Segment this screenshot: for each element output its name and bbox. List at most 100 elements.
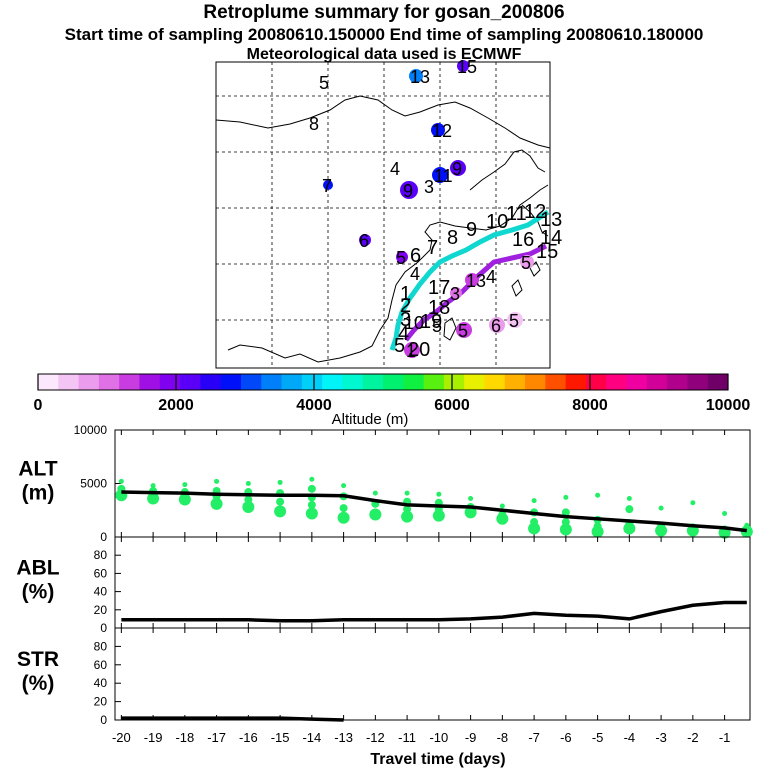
trajectory-point-label: 13 [466,271,486,291]
cluster-dot [436,491,442,497]
y-tick-label: 0 [100,621,107,635]
trajectory-point-label: 13 [410,67,430,87]
trajectory-point-marker [404,342,420,358]
colorbar-swatch [240,374,262,390]
y-tick-label: 0 [100,530,107,544]
cluster-dot [468,495,474,501]
x-tick-label: -18 [175,730,194,745]
cluster-dot [559,523,572,536]
cluster-dot [499,503,505,509]
trajectory-point-marker [450,287,462,299]
y-tick-label: 40 [94,585,108,599]
cluster-dot [309,476,315,482]
colorbar-swatch [687,374,709,390]
colorbar-swatch [525,374,546,390]
x-tick-label: -14 [302,730,321,745]
cluster-dot [341,483,347,489]
trajectory-point-marker [359,234,371,246]
cluster-dot [528,522,541,535]
y-tick-label: 10000 [74,423,108,437]
cluster-dot [595,492,601,498]
panel-ylabel: STR [17,648,59,671]
panel-abl: 0 20 40 60 80 ABL(%) [16,536,751,635]
x-axis-label: Travel time (days) [370,751,505,768]
trajectory-point-label: 7 [322,176,332,196]
x-tick-label: -7 [528,730,540,745]
trajectory-point-label: 11 [434,166,453,186]
trajectory-day-label: 13 [540,209,562,231]
colorbar-swatch [707,374,729,390]
panel-str: 0 20 40 60 80 STR(%) [17,627,751,727]
colorbar-tick-label: 10000 [706,397,751,414]
trajectory-day-label: 14 [540,227,562,249]
trajectory-point-marker [409,69,423,83]
cluster-dot [593,522,602,531]
trajectory-point-label: 4 [486,267,496,287]
trajectory-point-marker [507,312,523,328]
trajectory-day-label: 2 [400,295,411,317]
x-tick-label: -16 [239,730,258,745]
panel-ylabel: (%) [22,581,55,604]
colorbar-swatch [220,374,242,390]
colorbar-swatch [281,374,303,390]
trajectory-point-label: 4 [410,264,420,284]
cluster-dot [178,493,191,506]
x-tick-label: -20 [112,730,131,745]
trajectory-point-label: 5 [458,321,468,341]
colorbar-label: Altitude (m) [332,411,409,428]
panel-ylabel: (m) [22,482,55,505]
trajectory-day-label: 12 [524,201,546,223]
x-tick-label: -4 [624,730,636,745]
colorbar-tick-label: 0 [34,397,43,414]
trajectory-day-label: 6 [410,245,421,267]
x-tick-label: -11 [398,730,416,745]
x-tick-label: -2 [687,730,699,745]
colorbar-swatch [78,374,100,390]
cluster-dot [305,507,318,520]
cluster-dot [337,511,350,524]
colorbar-swatch [38,374,59,390]
colorbar-swatch [464,374,485,390]
cluster-dot [244,495,253,504]
colorbar-swatch [159,374,181,390]
altitude-colorbar: 0 2000 4000 6000 8000 10000 [34,373,751,414]
y-tick-label: 20 [94,603,108,617]
colorbar-swatch [119,374,140,390]
cluster-dot [561,508,570,517]
colorbar-swatch [423,374,445,390]
series-line-alt [121,490,748,533]
y-tick-label: 20 [94,695,108,709]
colorbar-swatch [403,374,425,390]
trajectory-day-label: 5 [394,335,405,357]
colorbar-swatch [98,374,120,390]
cluster-dot [150,483,156,489]
colorbar-swatch [383,374,404,390]
trajectory-point-marker [465,273,479,287]
cluster-dot [210,497,223,510]
colorbar-swatch [565,374,587,390]
colorbar-swatch [322,374,343,390]
cluster-dot [118,478,124,484]
colorbar-tick-label: 8000 [572,397,608,414]
trajectory-point-label: 8 [309,114,319,134]
colorbar-swatch [504,374,526,390]
panel-ylabel: ALT [18,458,57,481]
trajectory-point-label: 15 [457,57,477,77]
x-tick-label: -8 [497,730,509,745]
x-tick-label: -10 [429,730,448,745]
cluster-dot [744,522,750,528]
cluster-dot [307,484,316,493]
trajectory-point-label: 3 [450,284,460,304]
y-tick-label: 80 [94,548,108,562]
trajectory-point-label: 5 [396,248,406,268]
trajectory-day-label: 1 [400,283,411,305]
colorbar-swatch [606,374,628,390]
trajectory-day-label: 3 [400,309,411,331]
cluster-dot [722,510,728,516]
cluster-dot [242,501,255,514]
cluster-dot [372,490,378,496]
cluster-dot [245,481,251,486]
cluster-dot [530,518,539,527]
colorbar-swatch [342,374,364,390]
